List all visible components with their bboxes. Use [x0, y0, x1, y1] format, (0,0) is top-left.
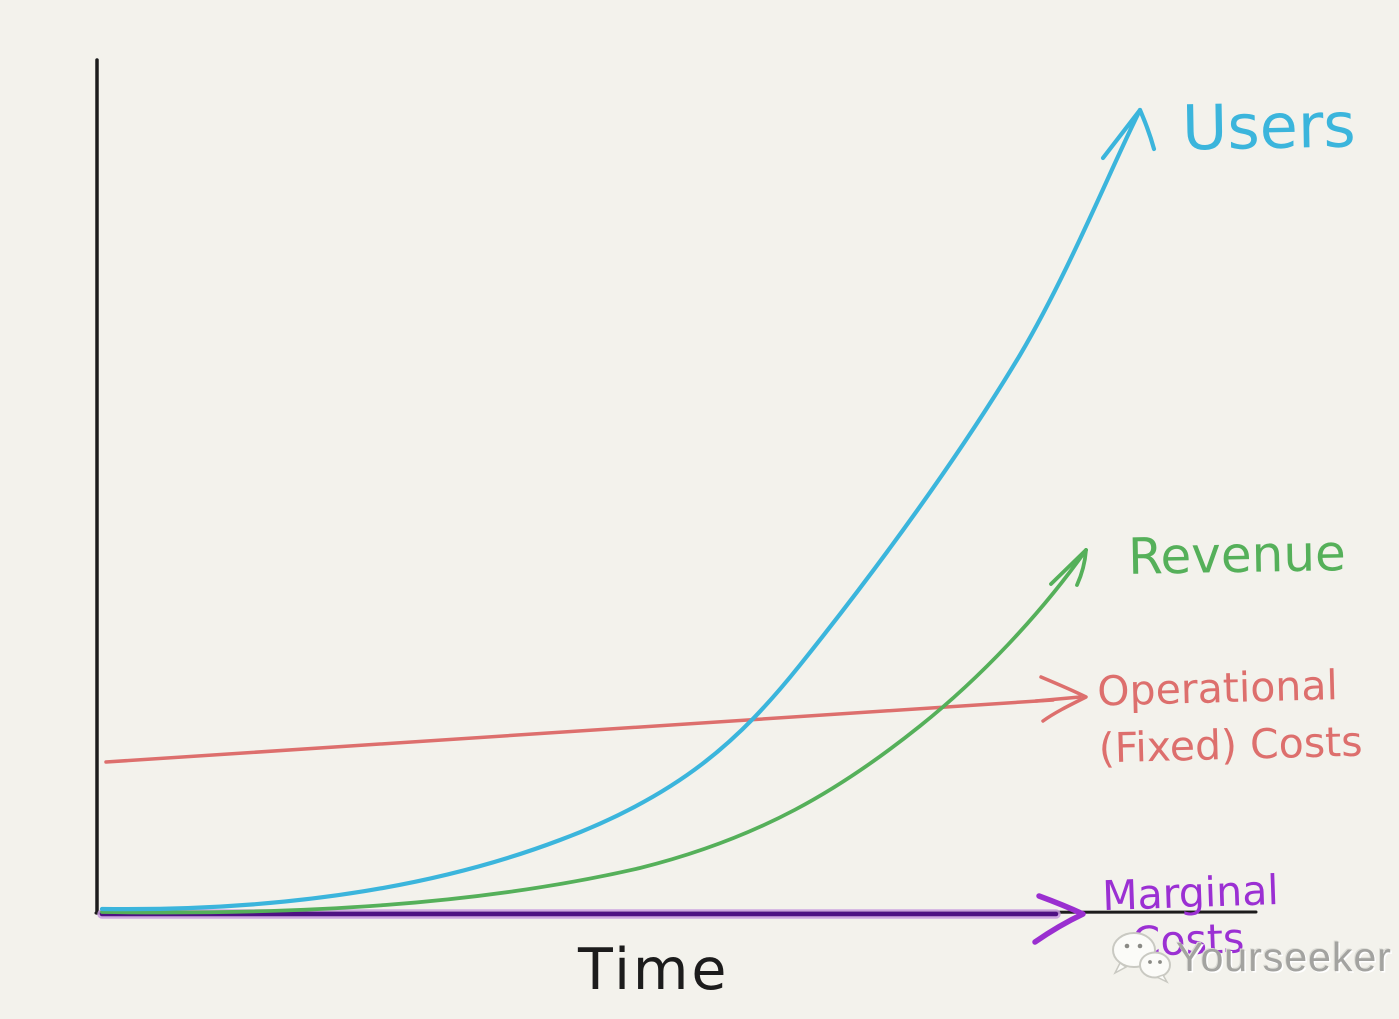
users-series-label: Users [1181, 88, 1357, 165]
users-arrowhead-icon [1137, 107, 1157, 152]
revenue-arrowhead-icon [1075, 548, 1088, 587]
revenue-series-label: Revenue [1127, 524, 1347, 586]
series-users-line [99, 107, 1157, 912]
watermark-text: Yourseeker [1176, 933, 1392, 980]
operational-costs-arrowhead-icon [1039, 675, 1088, 723]
operational-costs-series-label: Operational (Fixed) Costs [1097, 657, 1364, 777]
series-revenue-line [100, 548, 1088, 915]
operational-costs-label-line1: Operational [1096, 661, 1339, 716]
marginal-costs-label-line1: Marginal [1101, 865, 1280, 921]
wechat-icon [1112, 932, 1171, 984]
marginal-costs-arrowhead-icon [1032, 893, 1086, 945]
series-marginal-costs-line [97, 893, 1086, 945]
x-axis-title: Time [578, 937, 730, 1003]
series-operational-costs-line [104, 675, 1088, 764]
operational-costs-label-line2: (Fixed) Costs [1098, 717, 1364, 773]
watermark: Yourseeker [1108, 930, 1392, 984]
